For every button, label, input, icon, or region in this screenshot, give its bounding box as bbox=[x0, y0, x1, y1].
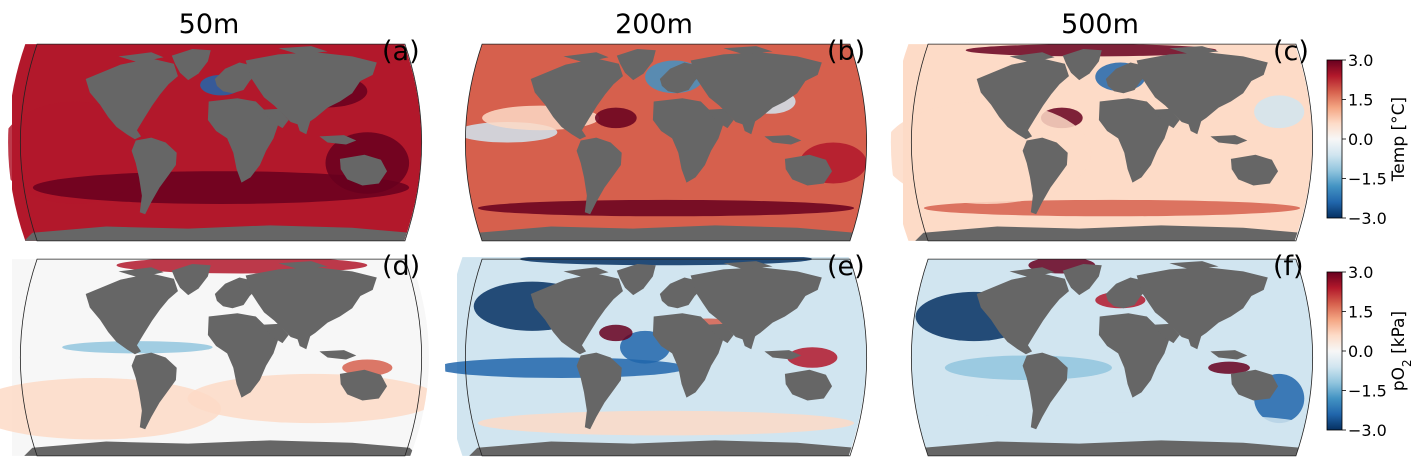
panel-label: (e) bbox=[827, 251, 865, 282]
map-panel-f: (f) bbox=[911, 251, 1313, 457]
ocean-anomaly bbox=[32, 171, 410, 205]
column-title: 50m bbox=[179, 9, 240, 40]
ocean-anomaly bbox=[594, 107, 637, 129]
ocean-anomaly bbox=[923, 412, 1301, 434]
colorbar-tick-label: −3.0 bbox=[1348, 209, 1387, 228]
column-titles: 50m 200m 500m bbox=[179, 9, 1139, 40]
colorbar-tick-label: 3.0 bbox=[1348, 51, 1373, 70]
colorbar-label: Temp [°C] bbox=[1389, 97, 1409, 182]
ocean-anomaly bbox=[1254, 95, 1305, 129]
ocean-anomaly bbox=[787, 347, 838, 368]
colorbar-tick-label: 0.0 bbox=[1348, 342, 1373, 361]
colorbar-label: pO2 [kPa] bbox=[1389, 311, 1414, 391]
colorbar-temp: 3.0 1.5 0.0 −1.5 −3.0 Temp [°C] bbox=[1326, 51, 1409, 228]
map-panel-d: (d) bbox=[0, 251, 429, 457]
ocean-anomaly bbox=[1208, 361, 1250, 374]
panels: (a) (b) (c) (d) (e) (f) bbox=[0, 36, 1313, 457]
ocean-field bbox=[444, 257, 867, 456]
colorbar-label-unit: [kPa] bbox=[1389, 311, 1409, 359]
colorbar-tick-label: 1.5 bbox=[1348, 91, 1373, 110]
ocean-field bbox=[890, 44, 1313, 241]
map-outline bbox=[465, 258, 867, 457]
ocean-anomaly bbox=[187, 373, 429, 424]
colorbar-tick-label: 3.0 bbox=[1348, 263, 1373, 282]
map-panel-a: (a) bbox=[8, 36, 422, 242]
ocean-anomaly bbox=[477, 199, 855, 217]
map-panel-c: (c) bbox=[890, 36, 1313, 242]
map-outline bbox=[20, 258, 422, 457]
colorbar-tick-label: −3.0 bbox=[1348, 421, 1387, 440]
panel-label: (b) bbox=[827, 36, 865, 67]
colorbars: 3.0 1.5 0.0 −1.5 −3.0 Temp [°C] 3.0 1.5 0.0 −1.5 −… bbox=[1326, 51, 1414, 440]
map-outline bbox=[911, 43, 1313, 242]
ocean-anomaly bbox=[477, 410, 855, 436]
ocean-field bbox=[0, 259, 429, 456]
colorbar-label-sub: 2 bbox=[1400, 359, 1414, 367]
colorbar-po2: 3.0 1.5 0.0 −1.5 −3.0 pO2 [kPa] bbox=[1326, 263, 1414, 440]
map-outline bbox=[911, 258, 1313, 457]
map-outline bbox=[465, 43, 867, 242]
map-outline bbox=[20, 43, 422, 242]
colorbar-label-main: pO bbox=[1389, 367, 1409, 391]
map-panel-b: (b) bbox=[465, 36, 867, 242]
ocean-anomaly bbox=[923, 199, 1301, 217]
colorbar-tick-label: 1.5 bbox=[1348, 303, 1373, 322]
panel-label: (f) bbox=[1273, 251, 1304, 282]
ocean-anomaly bbox=[444, 357, 687, 378]
ocean-field bbox=[911, 259, 1313, 456]
column-title: 500m bbox=[1061, 9, 1139, 40]
map-panel-e: (e) bbox=[444, 251, 867, 457]
colorbar-gradient bbox=[1326, 271, 1343, 431]
panel-label: (a) bbox=[382, 36, 420, 67]
column-title: 200m bbox=[615, 9, 693, 40]
colorbar-gradient bbox=[1326, 59, 1343, 219]
panel-label: (d) bbox=[382, 251, 420, 282]
colorbar-tick-label: −1.5 bbox=[1348, 170, 1387, 189]
colorbar-tick-label: 0.0 bbox=[1348, 130, 1373, 149]
panel-label: (c) bbox=[1273, 36, 1309, 67]
ocean-field bbox=[465, 44, 867, 241]
ocean-anomaly bbox=[599, 324, 633, 342]
colorbar-tick-label: −1.5 bbox=[1348, 382, 1387, 401]
ocean-field bbox=[8, 44, 422, 241]
